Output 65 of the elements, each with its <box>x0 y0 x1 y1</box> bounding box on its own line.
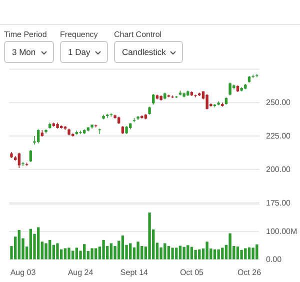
bar <box>171 248 174 260</box>
y-tick-label: 100.00M <box>266 227 298 236</box>
bar <box>228 233 232 260</box>
bar <box>102 240 105 260</box>
bar <box>164 243 166 260</box>
x-tick-label: Sept 14 <box>120 268 149 277</box>
y-tick-label: 250.00 <box>266 98 292 108</box>
bar <box>110 243 113 260</box>
bar <box>221 248 224 260</box>
text: Time Period <box>4 30 47 39</box>
bar <box>252 248 254 260</box>
x-tick-label: Oct 05 <box>180 268 204 277</box>
bar <box>198 249 201 260</box>
bar <box>190 246 194 260</box>
bar <box>240 250 243 260</box>
bar <box>90 248 94 260</box>
candlestick <box>228 82 232 96</box>
x-tick-label: Aug 24 <box>68 268 94 277</box>
candlestick <box>79 130 82 134</box>
bar <box>244 248 247 260</box>
bar <box>64 248 67 260</box>
bar <box>148 212 151 260</box>
bar <box>68 248 70 260</box>
candlestick <box>152 94 155 106</box>
bar <box>206 242 208 260</box>
bar <box>72 250 74 260</box>
candlestick <box>36 128 40 144</box>
text: 1 Day <box>68 47 90 57</box>
bar <box>213 249 216 260</box>
bar <box>256 244 258 260</box>
text: Frequency <box>60 30 98 39</box>
bar <box>182 246 186 260</box>
text: Chart Control <box>114 30 162 39</box>
text: Candlestick <box>122 47 166 57</box>
x-tick-label: Aug 03 <box>10 268 36 277</box>
y-tick-label: 225.00 <box>266 132 292 141</box>
bar <box>186 245 190 260</box>
text: 3 Mon <box>12 47 36 57</box>
bar <box>44 243 48 260</box>
bar <box>36 227 40 260</box>
bar <box>217 249 220 260</box>
bar <box>194 250 197 260</box>
bar <box>236 246 240 260</box>
bar <box>18 230 21 260</box>
candlestick <box>252 74 254 78</box>
bar <box>136 242 140 260</box>
candlestick <box>29 150 32 162</box>
bar <box>167 246 170 260</box>
bar <box>129 243 132 260</box>
bar <box>29 228 32 260</box>
y-tick-label: 200.00 <box>266 164 292 174</box>
bar <box>56 243 59 260</box>
bar <box>94 248 98 260</box>
bar <box>175 248 178 260</box>
bar <box>75 248 78 260</box>
bar <box>48 240 52 260</box>
candlestick <box>206 94 208 110</box>
bar <box>121 236 124 260</box>
x-tick-label: Oct 26 <box>237 268 262 277</box>
candlestick <box>18 152 21 168</box>
bar <box>248 247 251 260</box>
y-tick-label: 175.00 <box>266 198 292 208</box>
bar <box>83 244 86 260</box>
bar <box>178 246 182 260</box>
y-tick-label: 0.00 <box>266 254 282 264</box>
